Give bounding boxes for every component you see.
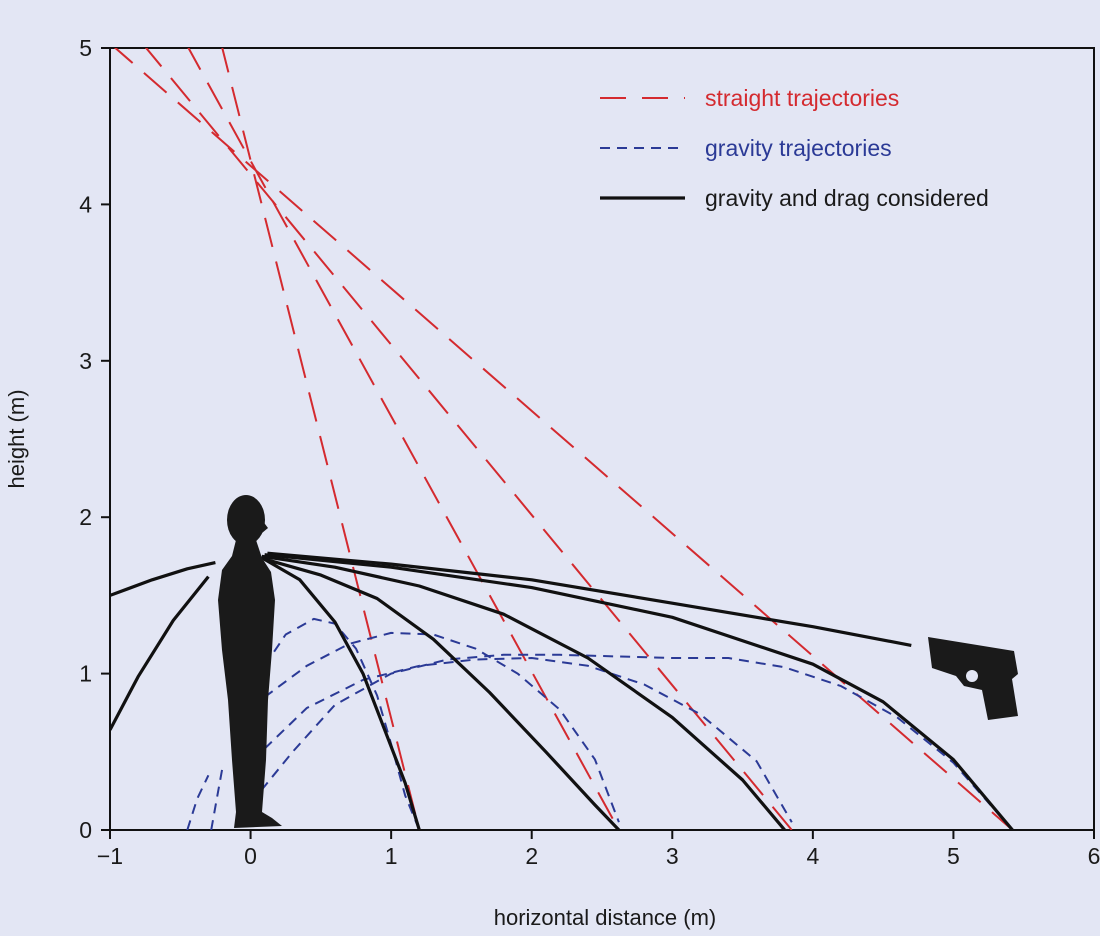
- x-tick-label: 0: [244, 843, 257, 869]
- legend-label-solid: gravity and drag considered: [705, 185, 989, 211]
- y-axis-title: height (m): [4, 389, 29, 488]
- trajectory-short-dash-10: [210, 767, 224, 830]
- y-tick-label: 3: [79, 348, 92, 374]
- trajectory-solid-11: [267, 551, 912, 647]
- trajectory-short-dash-8: [263, 617, 421, 830]
- trajectory-solid-16: [110, 561, 216, 597]
- trajectory-long-dash-2: [144, 48, 793, 830]
- x-axis-title: horizontal distance (m): [494, 905, 717, 930]
- trajectory-solid-17: [110, 575, 210, 731]
- x-tick-label: 6: [1088, 843, 1100, 869]
- trajectory-solid-12: [264, 553, 1014, 830]
- legend-label-short-dash: gravity trajectories: [705, 135, 892, 161]
- y-tick-label: 4: [79, 191, 92, 217]
- x-tick-label: 1: [385, 843, 398, 869]
- x-tick-label: 3: [666, 843, 679, 869]
- person-silhouette-icon: [218, 495, 282, 828]
- trajectory-solid-13: [261, 554, 786, 830]
- trajectory-long-dash-3: [187, 48, 620, 830]
- trajectory-long-dash-1: [113, 48, 1014, 830]
- x-axis: −1 0 1 2 3 4 5 6: [97, 830, 1100, 869]
- y-tick-label: 5: [79, 35, 92, 61]
- plot-area: [109, 47, 1095, 831]
- x-tick-label: 5: [947, 843, 960, 869]
- legend-label-long-dash: straight trajectories: [705, 85, 899, 111]
- legend: straight trajectories gravity trajectorie…: [600, 85, 989, 211]
- y-tick-label: 1: [79, 661, 92, 687]
- trajectory-short-dash-6: [263, 657, 793, 823]
- trajectory-long-dash-4: [221, 48, 421, 830]
- y-axis: 0 1 2 3 4 5: [79, 35, 110, 843]
- trajectory-short-dash-7: [264, 631, 620, 823]
- y-tick-label: 0: [79, 817, 92, 843]
- x-tick-label: 4: [806, 843, 819, 869]
- y-tick-label: 2: [79, 504, 92, 530]
- trajectory-short-dash-9: [186, 774, 210, 830]
- series-layer: [110, 48, 1014, 830]
- x-tick-label: −1: [97, 843, 123, 869]
- x-tick-label: 2: [525, 843, 538, 869]
- handgun-icon: [928, 637, 1018, 720]
- trajectory-solid-15: [263, 558, 421, 830]
- trajectory-solid-14: [259, 556, 621, 830]
